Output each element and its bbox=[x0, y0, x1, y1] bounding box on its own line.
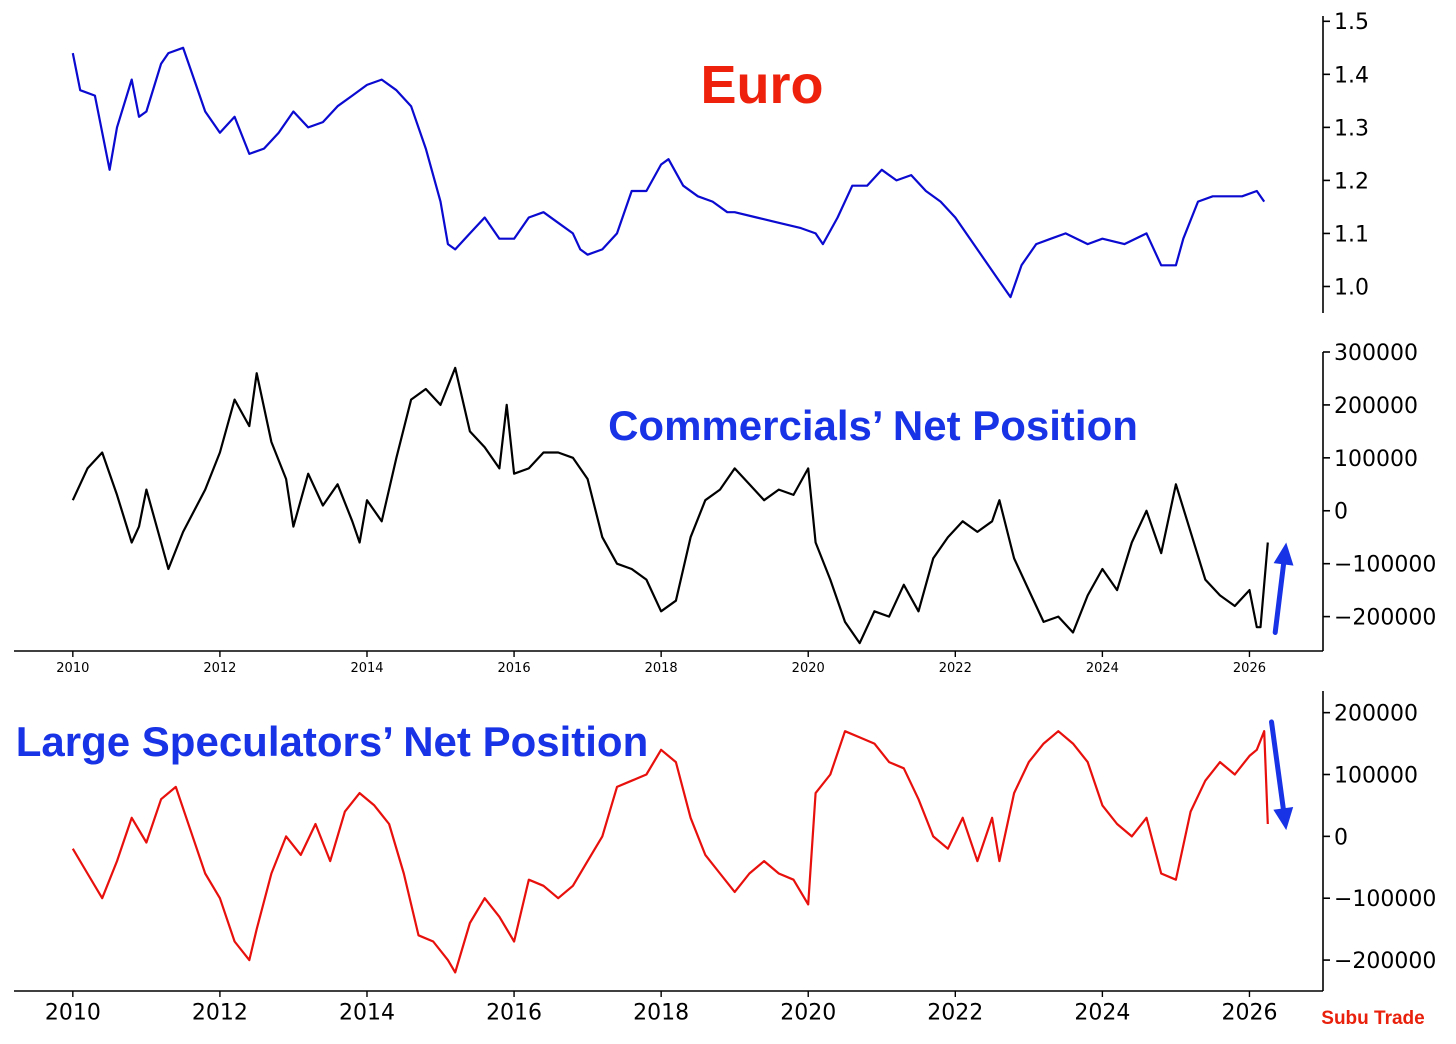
commercials-x-tick-label: 2020 bbox=[792, 661, 825, 676]
commercials-arrow-head bbox=[1273, 542, 1294, 566]
euro-y-tick-label: 1.5 bbox=[1334, 10, 1369, 35]
commercials-series-line bbox=[71, 366, 1269, 645]
commercials-y-tick-label: −100000 bbox=[1334, 553, 1436, 578]
commercials-x-tick-label: 2016 bbox=[498, 661, 531, 676]
commercials-y-ticks: −200000 −100000 0 100000 200000 300000 bbox=[1323, 341, 1436, 631]
speculators-arrow-shaft bbox=[1269, 719, 1286, 811]
speculators-x-tick-label: 2014 bbox=[339, 1001, 395, 1026]
commercials-x-tick-label: 2022 bbox=[939, 661, 972, 676]
speculators-x-ticks: 2010 2012 2014 2016 2018 2020 2022 2024 2026 bbox=[45, 991, 1277, 1026]
speculators-panel: −200000 −100000 0 100000 200000 2010 2012 2014… bbox=[14, 691, 1436, 1026]
commercials-arrow-shaft bbox=[1272, 561, 1287, 635]
commercials-y-tick-label: 300000 bbox=[1334, 341, 1418, 366]
speculators-x-tick-label: 2018 bbox=[633, 1001, 689, 1026]
euro-series-layer bbox=[71, 46, 1266, 299]
speculators-y-tick-label: −100000 bbox=[1334, 887, 1436, 912]
euro-y-tick-label: 1.0 bbox=[1334, 275, 1369, 300]
euro-y-ticks: 1.0 1.1 1.2 1.3 1.4 1.5 bbox=[1323, 10, 1369, 300]
commercials-y-tick-label: −200000 bbox=[1334, 606, 1436, 631]
speculators-y-tick-label: 100000 bbox=[1334, 763, 1418, 788]
commercials-x-tick-label: 2014 bbox=[350, 661, 383, 676]
euro-y-tick-label: 1.3 bbox=[1334, 116, 1369, 141]
speculators-x-tick-label: 2022 bbox=[927, 1001, 983, 1026]
euro-y-tick-label: 1.1 bbox=[1334, 222, 1369, 247]
commercials-x-tick-label: 2012 bbox=[203, 661, 236, 676]
commercials-series-layer bbox=[71, 366, 1269, 645]
speculators-x-tick-label: 2010 bbox=[45, 1001, 101, 1026]
euro-title: Euro bbox=[700, 55, 823, 115]
euro-panel: 1.0 1.1 1.2 1.3 1.4 1.5 Euro bbox=[71, 10, 1369, 313]
commercials-y-tick-label: 0 bbox=[1334, 500, 1348, 525]
brand-label: Subu Trade bbox=[1321, 1008, 1424, 1029]
euro-series-line bbox=[71, 46, 1266, 299]
speculators-series-line bbox=[71, 730, 1269, 974]
euro-y-tick-label: 1.2 bbox=[1334, 169, 1369, 194]
speculators-arrow-head bbox=[1273, 807, 1294, 831]
speculators-y-tick-label: −200000 bbox=[1334, 949, 1436, 974]
commercials-x-tick-label: 2010 bbox=[56, 661, 89, 676]
commercials-x-tick-label: 2026 bbox=[1233, 661, 1266, 676]
commercials-title: Commercials’ Net Position bbox=[608, 402, 1138, 449]
speculators-y-ticks: −200000 −100000 0 100000 200000 bbox=[1323, 702, 1436, 974]
speculators-x-tick-label: 2026 bbox=[1221, 1001, 1277, 1026]
speculators-y-tick-label: 200000 bbox=[1334, 702, 1418, 727]
commercials-arrow-layer bbox=[1272, 542, 1294, 635]
speculators-x-tick-label: 2012 bbox=[192, 1001, 248, 1026]
speculators-arrow-layer bbox=[1269, 719, 1294, 831]
speculators-x-tick-label: 2024 bbox=[1074, 1001, 1130, 1026]
speculators-x-tick-label: 2016 bbox=[486, 1001, 542, 1026]
speculators-series-layer bbox=[71, 730, 1269, 974]
euro-y-tick-label: 1.4 bbox=[1334, 63, 1369, 88]
commercials-x-tick-label: 2018 bbox=[645, 661, 678, 676]
speculators-x-tick-label: 2020 bbox=[780, 1001, 836, 1026]
speculators-y-tick-label: 0 bbox=[1334, 825, 1348, 850]
commercials-x-ticks: 2010 2012 2014 2016 2018 2020 2022 2024 2026 bbox=[56, 651, 1266, 676]
speculators-title: Large Speculators’ Net Position bbox=[16, 718, 648, 765]
commercials-x-tick-label: 2024 bbox=[1086, 661, 1119, 676]
commercials-y-tick-label: 100000 bbox=[1334, 447, 1418, 472]
commercials-y-tick-label: 200000 bbox=[1334, 394, 1418, 419]
